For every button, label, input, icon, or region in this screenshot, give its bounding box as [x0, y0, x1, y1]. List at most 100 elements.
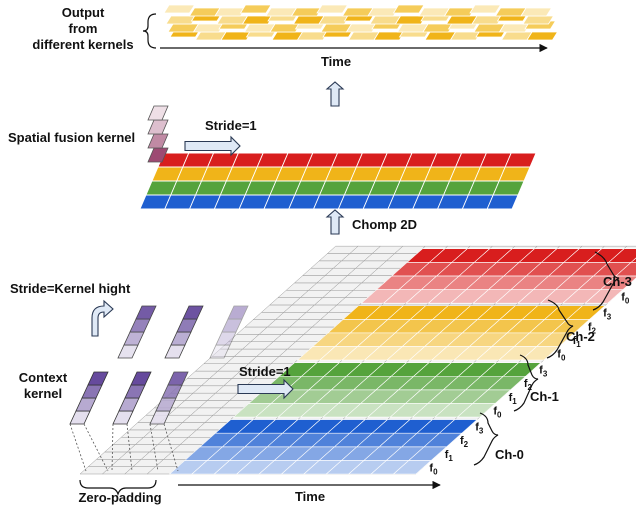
output-cell [392, 4, 425, 14]
chomp-label: Chomp 2D [352, 217, 417, 232]
ch3-label: Ch-3 [603, 274, 632, 289]
time-label-bottom: Time [295, 489, 325, 504]
feature-label: f0 [429, 462, 438, 476]
channel-cell [630, 257, 636, 263]
feature-label: f0 [493, 405, 502, 419]
kernel-cell [176, 318, 198, 333]
feature-label: f1 [445, 449, 454, 463]
kernel-cell [221, 318, 243, 333]
stride-mid-label: Stride=1 [239, 364, 291, 379]
context-kernel [149, 371, 189, 425]
feature-label: f0 [557, 348, 566, 362]
feature-label: f2 [460, 435, 469, 449]
feature-label: f1 [573, 335, 582, 349]
feature-label: f3 [475, 422, 484, 436]
feature-label: f2 [588, 321, 597, 335]
right-arrow-stride-top [184, 135, 241, 157]
stride-kernel-label: Stride=Kernel hight [10, 281, 131, 296]
output-cell [163, 4, 196, 14]
context-kernel-shifted [164, 305, 204, 359]
channel-cell [438, 419, 478, 434]
feature-label: f0 [621, 291, 630, 305]
flow-arrows [91, 81, 345, 400]
time-label-top: Time [321, 54, 351, 69]
channel-cell [502, 362, 542, 377]
output-cell [520, 7, 553, 17]
kernel-cell [129, 318, 151, 333]
feature-label: f2 [524, 378, 533, 392]
output-strip [163, 4, 559, 41]
ch3-brace [592, 251, 620, 311]
kernel-cell [227, 305, 249, 320]
ch2-label: Ch-2 [566, 329, 595, 344]
right-arrow-stride-mid [237, 378, 294, 400]
kernel-cell [130, 371, 152, 386]
ch1-brace [513, 354, 539, 412]
fusion-cell [504, 152, 537, 168]
feature-label: f3 [539, 365, 548, 379]
kernel-cell [164, 344, 186, 359]
kernel-cell [123, 331, 145, 346]
channel-cell [599, 275, 636, 290]
kernel-cell [124, 384, 146, 399]
fusion-cell [492, 180, 525, 196]
projection-line [163, 423, 179, 472]
output-cell [522, 15, 555, 25]
channel-cell [608, 248, 636, 263]
kernel-cell [81, 384, 103, 399]
fusion-kernel-cell [147, 133, 169, 149]
context-kernels [69, 305, 249, 472]
kernel-cell [118, 397, 140, 412]
feature-label: f3 [603, 308, 612, 322]
fusion-kernel-cell [147, 147, 169, 163]
ch2-brace [546, 299, 574, 359]
fusion-kernel-cell [147, 119, 169, 135]
kernel-cell [117, 344, 139, 359]
context-label-line2: kernel [24, 386, 62, 401]
output-label-line2: from [69, 21, 98, 36]
kernel-cell [135, 305, 157, 320]
up-arrow-output [325, 81, 345, 107]
output-cell [239, 4, 272, 14]
fusion-layer [139, 105, 537, 210]
fusion-cell [498, 166, 531, 182]
curved-arrow-stride-kernel [91, 299, 114, 337]
up-arrow-chomp [325, 209, 345, 235]
output-brace [142, 13, 157, 49]
input-grid [79, 245, 636, 475]
channel-cell [615, 262, 636, 277]
context-kernel-shifted [209, 305, 249, 359]
stride-top-label: Stride=1 [205, 118, 257, 133]
output-label-line3: different kernels [32, 37, 133, 52]
kernel-cell [167, 371, 189, 386]
kernel-cell [209, 344, 231, 359]
ch0-brace [473, 412, 499, 466]
context-kernel-shifted [117, 305, 157, 359]
context-kernel [112, 371, 152, 425]
feature-labels: f0f1f2f3f0f1f2f3f0f1f2f3f0f1f2f3 [429, 291, 630, 476]
kernel-cell [69, 410, 91, 425]
kernel-cell [170, 331, 192, 346]
output-cell [526, 31, 559, 41]
kernel-cell [182, 305, 204, 320]
projection-line [83, 423, 109, 472]
output-cell [316, 4, 349, 14]
kernel-cell [87, 371, 109, 386]
context-kernel [69, 371, 109, 425]
output-cell [469, 4, 502, 14]
zero-padding-label: Zero-padding [78, 490, 161, 505]
projection-line [69, 423, 87, 472]
output-label-line1: Output [62, 5, 105, 20]
zero-padding-brace [79, 479, 157, 496]
spatial-fusion-label: Spatial fusion kernel [8, 130, 135, 145]
kernel-cell [215, 331, 237, 346]
kernel-cell [112, 410, 134, 425]
fusion-cell [486, 194, 519, 210]
kernel-cell [75, 397, 97, 412]
ch1-label: Ch-1 [530, 389, 559, 404]
ch0-label: Ch-0 [495, 447, 524, 462]
fusion-kernel-cell [147, 105, 169, 121]
feature-label: f1 [509, 392, 518, 406]
